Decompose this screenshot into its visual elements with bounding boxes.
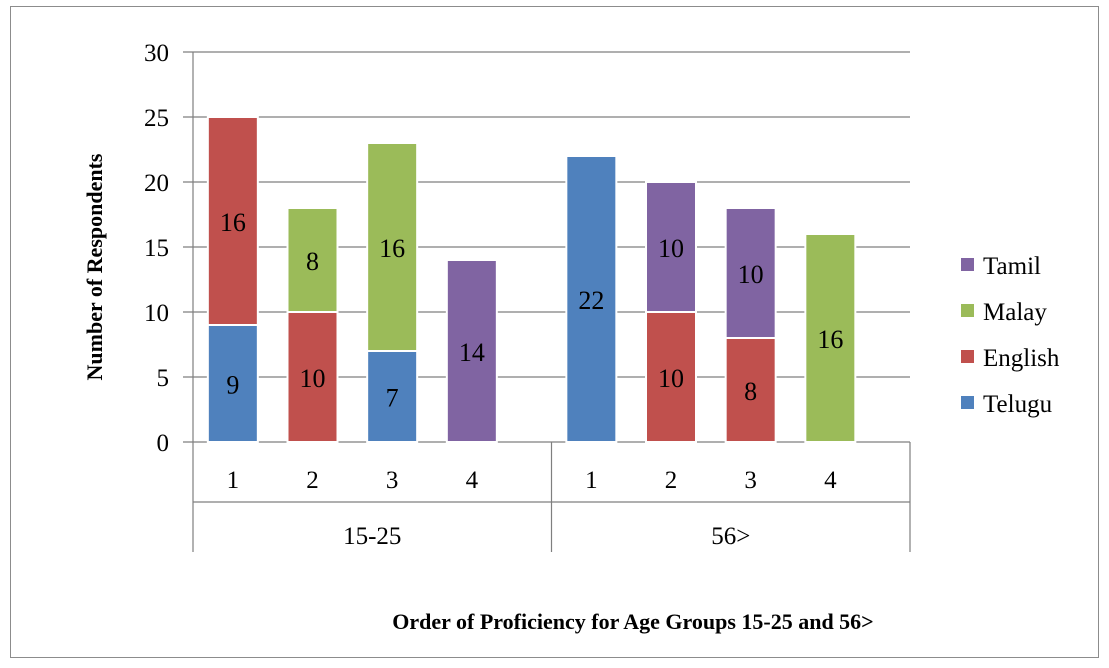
x-group-label: 15-25 xyxy=(343,523,401,550)
legend-swatch xyxy=(961,396,974,409)
legend-swatch xyxy=(961,258,974,271)
x-tick-label: 3 xyxy=(744,467,757,494)
x-tick-label: 1 xyxy=(585,467,598,494)
y-tick-label: 10 xyxy=(144,300,169,327)
legend-label: Malay xyxy=(983,299,1047,326)
x-tick-label: 2 xyxy=(665,467,678,494)
chart-frame xyxy=(10,6,1099,658)
bar-segment xyxy=(724,207,777,339)
y-tick-label: 30 xyxy=(144,40,169,67)
data-label: 16 xyxy=(379,234,405,263)
data-label: 9 xyxy=(226,371,239,400)
bar-segment xyxy=(206,324,259,443)
axes: 0 5 10 15 20 25 30 1 2 3 4 15-25 1 2 3 4 56> xyxy=(144,40,911,552)
bar-segment xyxy=(206,116,259,326)
bar-segment xyxy=(565,155,618,443)
y-tick-label: 15 xyxy=(144,235,169,262)
legend-label: English xyxy=(983,345,1060,372)
data-label: 10 xyxy=(300,364,326,393)
data-label: 16 xyxy=(220,208,246,237)
bar-segment xyxy=(804,233,857,443)
x-tick-label: 4 xyxy=(466,467,479,494)
y-tick-label: 0 xyxy=(157,430,170,457)
bar-segment xyxy=(724,337,777,443)
y-tick-label: 20 xyxy=(144,170,169,197)
bar-segment xyxy=(645,181,697,313)
x-tick-label: 1 xyxy=(227,467,240,494)
x-tick-label: 2 xyxy=(306,467,319,494)
bar-segment xyxy=(286,207,339,313)
legend: Tamil Malay English Telugu xyxy=(961,253,1060,418)
y-tick-label: 5 xyxy=(157,365,170,392)
legend-swatch xyxy=(961,304,974,317)
data-label: 16 xyxy=(817,325,843,354)
bars xyxy=(206,116,857,443)
data-label: 8 xyxy=(306,247,319,276)
data-label: 10 xyxy=(658,364,684,393)
bar-segment xyxy=(366,142,419,352)
bar-segment xyxy=(286,311,339,443)
data-label: 10 xyxy=(658,234,684,263)
x-tick-label: 3 xyxy=(386,467,399,494)
data-label: 22 xyxy=(578,286,604,315)
data-label: 8 xyxy=(744,377,757,406)
legend-label: Tamil xyxy=(983,253,1041,280)
data-label: 7 xyxy=(386,384,399,413)
x-axis-title: Order of Proficiency for Age Groups 15-2… xyxy=(392,609,873,634)
data-label: 10 xyxy=(738,260,764,289)
x-group-label: 56> xyxy=(711,523,750,550)
y-axis-title: Number of Respondents xyxy=(82,153,107,380)
legend-label: Telugu xyxy=(983,391,1053,418)
x-tick-label: 4 xyxy=(824,467,837,494)
bar-segment xyxy=(445,259,498,443)
legend-swatch xyxy=(961,350,974,363)
y-tick-label: 25 xyxy=(144,105,169,132)
data-labels: 9 16 10 8 7 16 14 22 10 10 8 10 16 xyxy=(220,208,843,413)
data-label: 14 xyxy=(459,338,485,367)
